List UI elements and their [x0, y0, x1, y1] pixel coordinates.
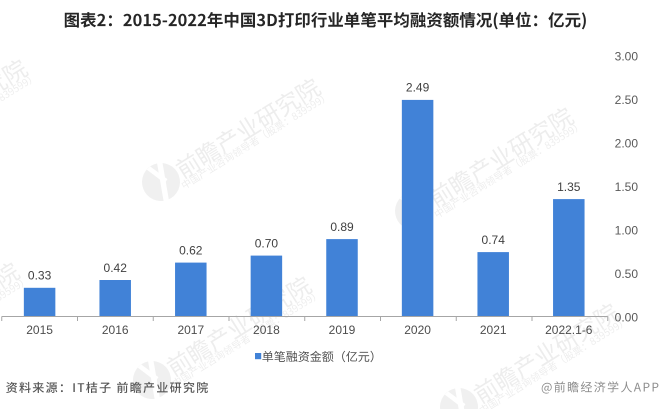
svg-text:2018: 2018	[253, 323, 280, 337]
svg-text:3.00: 3.00	[615, 49, 639, 63]
svg-text:0.00: 0.00	[615, 310, 639, 324]
svg-text:0.33: 0.33	[28, 269, 52, 283]
svg-text:1.50: 1.50	[615, 180, 639, 194]
svg-text:2021: 2021	[480, 323, 507, 337]
svg-text:0.70: 0.70	[255, 236, 279, 250]
svg-text:2.00: 2.00	[615, 136, 639, 150]
svg-text:0.89: 0.89	[330, 220, 354, 234]
svg-text:2016: 2016	[102, 323, 129, 337]
svg-text:0.50: 0.50	[615, 267, 639, 281]
svg-text:2.50: 2.50	[615, 93, 639, 107]
svg-text:2015: 2015	[26, 323, 53, 337]
svg-text:1.35: 1.35	[557, 180, 581, 194]
svg-text:0.62: 0.62	[179, 243, 203, 257]
svg-text:2.49: 2.49	[406, 81, 430, 95]
svg-text:1.00: 1.00	[615, 223, 639, 237]
svg-text:2022.1-6: 2022.1-6	[545, 323, 593, 337]
svg-text:2019: 2019	[329, 323, 356, 337]
svg-text:0.74: 0.74	[482, 233, 506, 247]
svg-text:2020: 2020	[404, 323, 431, 337]
svg-text:2017: 2017	[177, 323, 204, 337]
svg-text:0.42: 0.42	[104, 261, 128, 275]
